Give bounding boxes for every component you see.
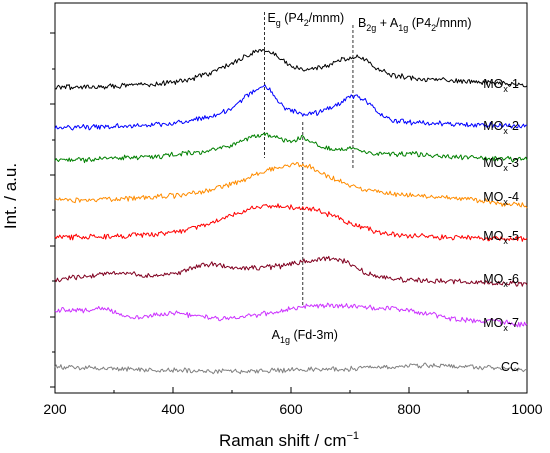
x-tick-label-1000: 1000 (511, 401, 542, 417)
series-label-mox-6: MOx-6 (483, 272, 519, 289)
x-axis-ticks: 200 400 600 800 1000 (43, 387, 543, 417)
series-label-mox-1: MOx-1 (483, 77, 519, 94)
x-tick-label-800: 800 (397, 401, 421, 417)
series-line-mox-4 (54, 161, 528, 209)
annotation-label-2: B2g + A1g (P42/mnm) (358, 16, 472, 33)
annotation-labels: Eg (P42/mnm) B2g + A1g (P42/mnm) A1g (Fd-3… (267, 11, 471, 345)
series-label-mox-5: MOx-5 (483, 229, 519, 246)
annotation-label-3: A1g (Fd-3m) (272, 328, 338, 345)
x-tick-label-600: 600 (279, 401, 303, 417)
series-line-mox-6 (54, 255, 528, 287)
x-axis-title: Raman shift / cm−1 (219, 430, 359, 450)
series-line-mox-2 (54, 84, 528, 131)
y-axis-title: Int. / a.u. (1, 163, 20, 229)
x-tick-label-400: 400 (161, 401, 185, 417)
series-label-mox-4: MOx-4 (483, 190, 519, 207)
series-label-mox-2: MOx-2 (483, 119, 519, 136)
annotation-label-1: Eg (P42/mnm) (267, 11, 344, 28)
series-line-cc (54, 362, 528, 375)
series-line-mox-5 (54, 203, 528, 242)
series-label-cc: CC (501, 360, 519, 374)
series-line-mox-3 (54, 132, 528, 164)
series-line-mox-7 (54, 302, 528, 328)
series-label-mox-7: MOx-7 (483, 316, 519, 333)
series-line-mox-1 (54, 49, 528, 91)
series-layer (54, 49, 528, 375)
y-axis-ticks (50, 32, 55, 388)
series-labels: MOx-1 MOx-2 MOx-3 MOx-4 MOx-5 MOx-6 MOx-7 CC (483, 77, 519, 374)
x-tick-label-200: 200 (43, 401, 67, 417)
series-label-mox-3: MOx-3 (483, 156, 519, 173)
